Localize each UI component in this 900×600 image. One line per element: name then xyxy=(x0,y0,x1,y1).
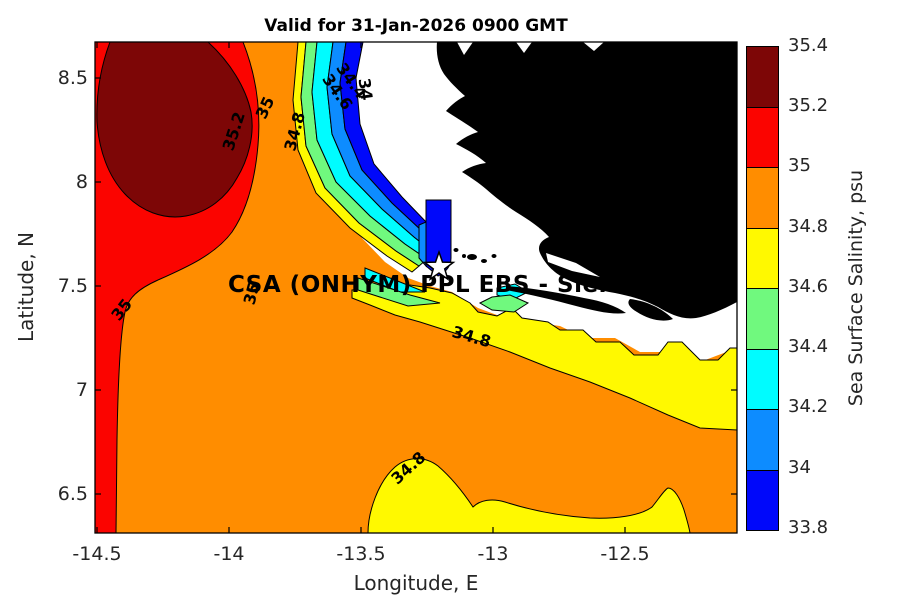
colorbar-block xyxy=(747,228,778,289)
colorbar-block xyxy=(747,470,778,530)
coast-notch xyxy=(516,42,532,53)
colorbar-tick-label: 35 xyxy=(788,155,811,176)
island xyxy=(462,254,466,258)
star-marker xyxy=(422,249,456,281)
colorbar-block xyxy=(747,47,778,108)
island xyxy=(628,299,673,321)
x-tick-label: -13 xyxy=(477,543,509,565)
colorbar-tick-label: 34.2 xyxy=(788,396,829,417)
y-tick-label: 7.5 xyxy=(57,275,88,297)
plot-title: Valid for 31-Jan-2026 0900 GMT xyxy=(264,16,568,36)
island xyxy=(467,254,477,260)
colorbar-block xyxy=(747,349,778,410)
colorbar-tick-label: 34.4 xyxy=(788,336,829,357)
island xyxy=(491,254,497,258)
colorbar-tick-label: 35.4 xyxy=(788,35,829,56)
coast-inlet xyxy=(546,253,600,277)
x-tick-label: -12.5 xyxy=(600,543,650,565)
colorbar-block xyxy=(747,410,778,471)
y-tick-label: 7 xyxy=(75,379,88,401)
colorbar-label: Sea Surface Salinity, psu xyxy=(845,169,867,407)
x-axis-label: Longitude, E xyxy=(353,571,479,595)
coast-notch xyxy=(457,42,473,55)
island xyxy=(481,259,487,263)
colorbar-block xyxy=(747,107,778,168)
map-layers: 35.2 35 34.8 34.6 34.4 34 35 35 34.8 34.… xyxy=(95,42,737,533)
island xyxy=(453,248,459,252)
land-polygon xyxy=(436,42,737,319)
colorbar-tick-label: 34.6 xyxy=(788,276,829,297)
y-axis-label: Latitude, N xyxy=(14,232,38,342)
axes-border xyxy=(94,41,738,534)
colorbar-tick-label: 34 xyxy=(788,457,811,478)
coastal-yellow-band xyxy=(351,284,737,431)
contour-label: 34 xyxy=(354,77,376,102)
tick-marks xyxy=(95,42,737,533)
x-tick-label: -14 xyxy=(213,543,245,565)
x-tick-label: -13.5 xyxy=(336,543,386,565)
bottom-yellow-band xyxy=(367,458,691,533)
y-tick-label: 6.5 xyxy=(57,483,88,505)
y-tick-label: 8.5 xyxy=(57,67,88,89)
colorbar-tick-label: 35.2 xyxy=(788,95,829,116)
fill-region-darkred xyxy=(96,42,253,218)
patch-green-sw xyxy=(357,277,441,307)
patch-deepblue-rect xyxy=(425,199,452,277)
x-tick-label: -14.5 xyxy=(72,543,122,565)
colorbar-blocks xyxy=(746,46,779,531)
colorbar-block xyxy=(747,289,778,350)
island xyxy=(506,286,626,314)
patch-cyan-sw xyxy=(364,267,426,293)
patch-azure-strip xyxy=(418,221,427,268)
patch-green-east xyxy=(478,294,530,313)
coast-notch xyxy=(583,42,604,51)
colorbar-tick-label: 33.8 xyxy=(788,517,829,538)
colorbar-tick-label: 34.8 xyxy=(788,216,829,237)
colorbar-block xyxy=(747,168,778,229)
y-tick-label: 8 xyxy=(75,171,88,193)
